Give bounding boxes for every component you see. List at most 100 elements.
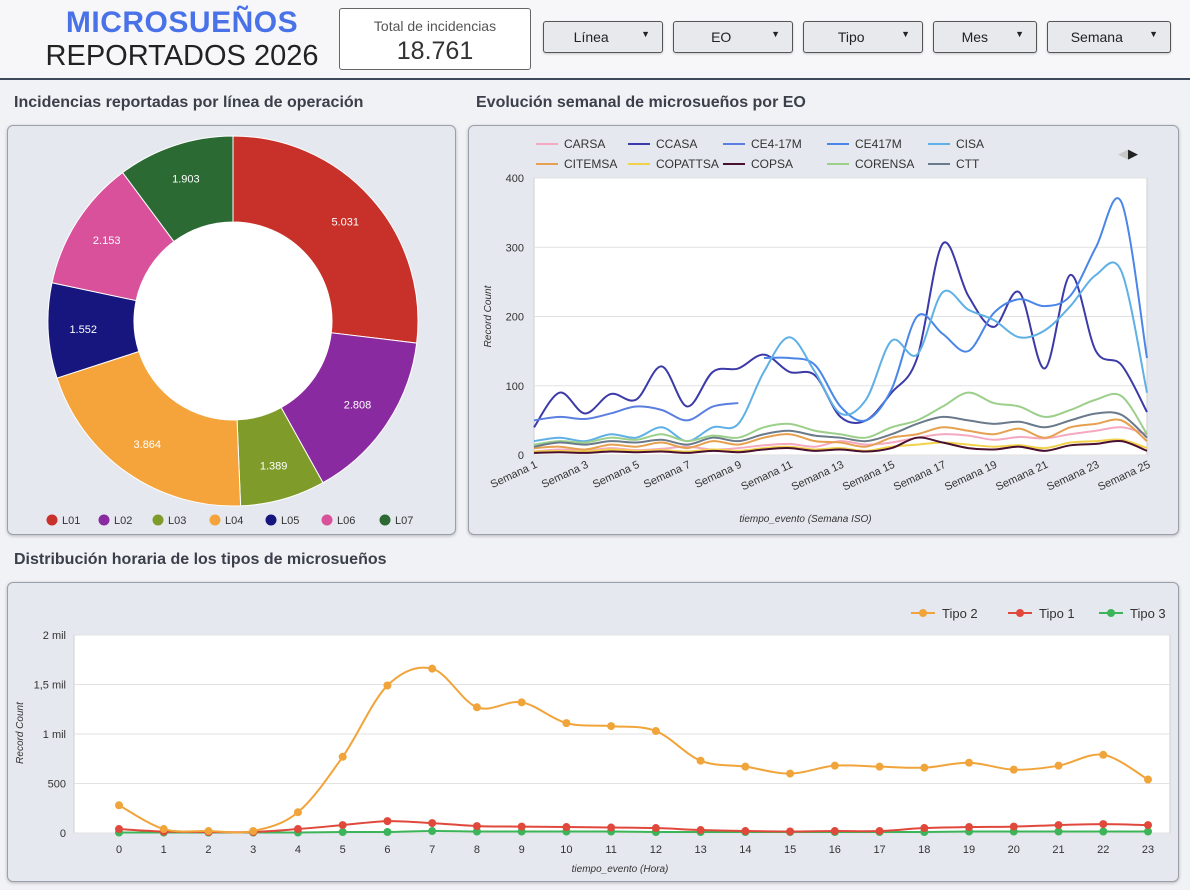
- x-tick-label: 15: [784, 844, 796, 856]
- data-point: [428, 827, 437, 836]
- x-tick-label: 16: [829, 844, 841, 856]
- x-tick-label: 11: [605, 844, 616, 856]
- data-point: [830, 761, 839, 770]
- dashboard-title: MICROSUEÑOS: [65, 6, 299, 39]
- x-tick-label: Semana 17: [892, 459, 948, 494]
- legend-label: CTT: [956, 157, 980, 171]
- x-axis-title: tiempo_evento (Hora): [572, 864, 669, 875]
- x-tick-label: 17: [873, 844, 885, 856]
- x-tick-label: 9: [519, 844, 525, 856]
- data-point: [517, 698, 526, 707]
- y-axis-title: Record Count: [15, 701, 26, 764]
- y-tick-label: 500: [48, 779, 66, 791]
- legend-prev-icon[interactable]: ◀: [1118, 146, 1128, 161]
- data-point: [1099, 820, 1108, 829]
- data-point: [786, 827, 795, 836]
- kpi-label: Total de incidencias: [373, 18, 497, 34]
- legend-label: L02: [114, 515, 132, 527]
- x-tick-label: Semana 13: [790, 459, 846, 494]
- data-point: [651, 727, 660, 736]
- data-point: [696, 826, 705, 835]
- legend-marker: [152, 514, 164, 526]
- dashboard-subtitle: REPORTADOS 2026: [45, 40, 319, 72]
- filter-label: Semana: [1070, 29, 1123, 45]
- legend-marker: [321, 514, 333, 526]
- data-point: [875, 827, 884, 836]
- donut-value-label: 1.903: [172, 174, 200, 186]
- x-tick-label: 12: [650, 844, 662, 856]
- data-point: [741, 827, 750, 836]
- series-line-ccasa: [533, 241, 1148, 428]
- legend-next-icon[interactable]: ▶: [1128, 146, 1138, 161]
- data-point: [1144, 827, 1152, 836]
- data-point: [1009, 822, 1018, 831]
- data-point: [920, 763, 929, 772]
- x-tick-label: Semana 11: [739, 459, 794, 493]
- y-tick-label: 200: [506, 312, 524, 324]
- series-line-ctt: [533, 411, 1148, 448]
- x-tick-label: 23: [1142, 844, 1154, 856]
- legend-label: Tipo 2: [942, 606, 978, 621]
- legend-label: L03: [168, 515, 186, 527]
- series-line-citemsa: [533, 418, 1148, 451]
- data-point: [651, 824, 660, 833]
- data-point: [472, 822, 481, 831]
- data-point: [472, 703, 481, 712]
- x-tick-label: 8: [474, 844, 480, 856]
- kpi-total-incidents: Total de incidencias 18.761: [339, 8, 531, 70]
- x-tick-label: 3: [250, 844, 256, 856]
- x-tick-label: 14: [739, 844, 751, 856]
- x-tick-label: 7: [429, 844, 435, 856]
- legend-label: CCASA: [656, 137, 697, 151]
- weekly-chart-panel: 0 100 200 300 400 Semana 1 Semana 3 Semana 5 Sem…: [468, 125, 1179, 535]
- legend-label: CORENSA: [855, 157, 914, 171]
- legend-marker: [1107, 609, 1115, 617]
- data-point: [696, 756, 705, 765]
- data-point: [383, 828, 392, 837]
- donut-value-label: 5.031: [331, 216, 359, 228]
- data-point: [786, 769, 795, 778]
- donut-section-title: Incidencias reportadas por línea de oper…: [14, 94, 364, 111]
- x-tick-label: Semana 1: [489, 459, 540, 491]
- dropdown-arrow-icon: ▼: [641, 29, 650, 39]
- donut-value-label: 1.389: [260, 460, 288, 472]
- data-point: [249, 827, 258, 836]
- series-line-copattsa: [533, 438, 1148, 453]
- filter-tipo-dropdown[interactable]: Tipo ▼: [803, 21, 923, 53]
- x-tick-label: Semana 19: [943, 459, 999, 494]
- hourly-section-title: Distribución horaria de los tipos de mic…: [14, 551, 387, 568]
- x-tick-label: 1: [161, 844, 167, 856]
- x-tick-label: 21: [1052, 844, 1064, 856]
- filter-semana-dropdown[interactable]: Semana ▼: [1047, 21, 1171, 53]
- data-point: [1099, 750, 1108, 759]
- legend-label: Tipo 3: [1130, 606, 1166, 621]
- data-point: [293, 825, 302, 834]
- filter-eo-dropdown[interactable]: EO ▼: [673, 21, 793, 53]
- series-line-ce417m: [763, 197, 1148, 422]
- x-tick-label: 18: [918, 844, 930, 856]
- legend-label: L06: [337, 515, 355, 527]
- legend-label: CISA: [956, 137, 984, 151]
- data-point: [607, 823, 616, 832]
- filter-label: EO: [711, 29, 732, 45]
- legend-pagination: ◀▶: [1118, 146, 1138, 162]
- legend-marker: [919, 609, 927, 617]
- data-point: [965, 823, 974, 832]
- x-tick-label: 22: [1097, 844, 1109, 856]
- dropdown-arrow-icon: ▼: [771, 29, 780, 39]
- data-point: [1054, 827, 1063, 836]
- dropdown-arrow-icon: ▼: [1015, 29, 1024, 39]
- data-point: [159, 825, 168, 834]
- data-point: [338, 828, 347, 837]
- dropdown-arrow-icon: ▼: [1149, 29, 1158, 39]
- x-tick-label: Semana 15: [841, 459, 897, 494]
- filter-mes-dropdown[interactable]: Mes ▼: [933, 21, 1037, 53]
- x-tick-label: Semana 23: [1045, 459, 1101, 494]
- data-point: [383, 817, 392, 826]
- filter-label: Línea: [573, 29, 609, 45]
- x-tick-label: Semana 9: [693, 459, 744, 491]
- filter-linea-dropdown[interactable]: Línea ▼: [543, 21, 663, 53]
- x-tick-label: Semana 7: [642, 459, 693, 491]
- data-point: [428, 664, 437, 673]
- x-tick-label: 20: [1008, 844, 1020, 856]
